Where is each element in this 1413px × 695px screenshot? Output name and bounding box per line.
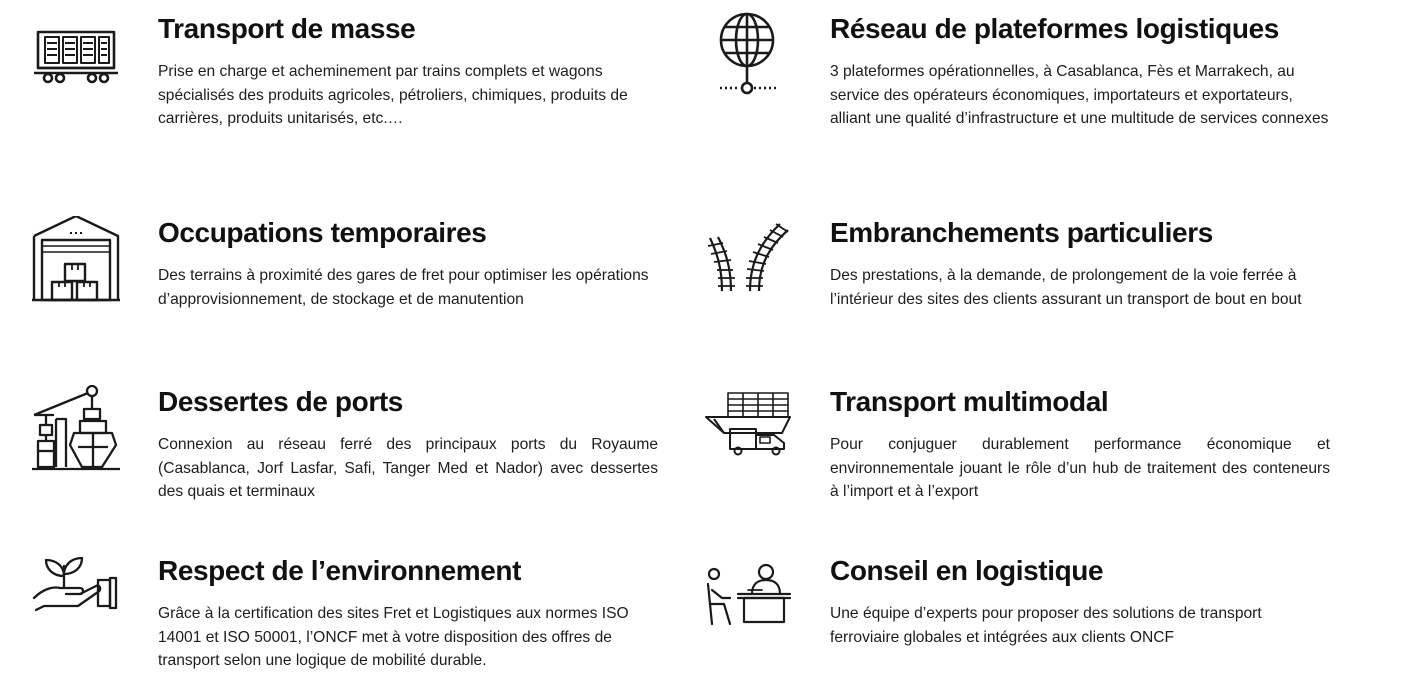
service-description: Prise en charge et acheminement par trai… — [158, 63, 628, 128]
service-description: Grâce à la certification des sites Fret … — [158, 605, 629, 670]
service-title: Transport multimodal — [830, 386, 1109, 417]
service-title: Respect de l’environnement — [158, 555, 522, 586]
service-description: Connexion au réseau ferré des principaux… — [158, 436, 658, 501]
port-crane-ship-icon — [32, 385, 122, 475]
service-title: Transport de masse — [158, 13, 416, 44]
service-description: Des terrains à proximité des gares de fr… — [158, 267, 649, 308]
freight-wagon-icon — [32, 12, 122, 102]
service-title: Conseil en logistique — [830, 555, 1104, 586]
multimodal-ship-truck-icon — [704, 385, 794, 475]
service-description: 3 plateformes opérationnelles, à Casabla… — [830, 63, 1329, 128]
service-text: Occupations temporaires Des terrains à p… — [158, 216, 658, 311]
service-title: Occupations temporaires — [158, 217, 487, 248]
service-title: Réseau de plateformes logistiques — [830, 13, 1279, 44]
service-text: Conseil en logistique Une équipe d’exper… — [830, 554, 1330, 649]
railway-junction-icon — [704, 216, 794, 306]
service-title: Dessertes de ports — [158, 386, 403, 417]
service-description: Pour conjuguer durablement performance é… — [830, 436, 1330, 501]
service-description: Une équipe d’experts pour proposer des s… — [830, 605, 1262, 646]
service-title: Embranchements particuliers — [830, 217, 1213, 248]
service-description: Des prestations, à la demande, de prolon… — [830, 267, 1302, 308]
service-text: Respect de l’environnement Grâce à la ce… — [158, 554, 658, 673]
service-text: Transport de masse Prise en charge et ac… — [158, 12, 658, 131]
service-text: Réseau de plateformes logistiques 3 plat… — [830, 12, 1330, 131]
service-text: Dessertes de ports Connexion au réseau f… — [158, 385, 658, 504]
service-text: Transport multimodal Pour conjuguer dura… — [830, 385, 1330, 504]
warehouse-icon — [32, 216, 122, 306]
service-text: Embranchements particuliers Des prestati… — [830, 216, 1330, 311]
consultant-desk-icon — [704, 554, 794, 644]
globe-network-icon — [704, 12, 794, 102]
hand-plant-icon — [32, 554, 122, 644]
